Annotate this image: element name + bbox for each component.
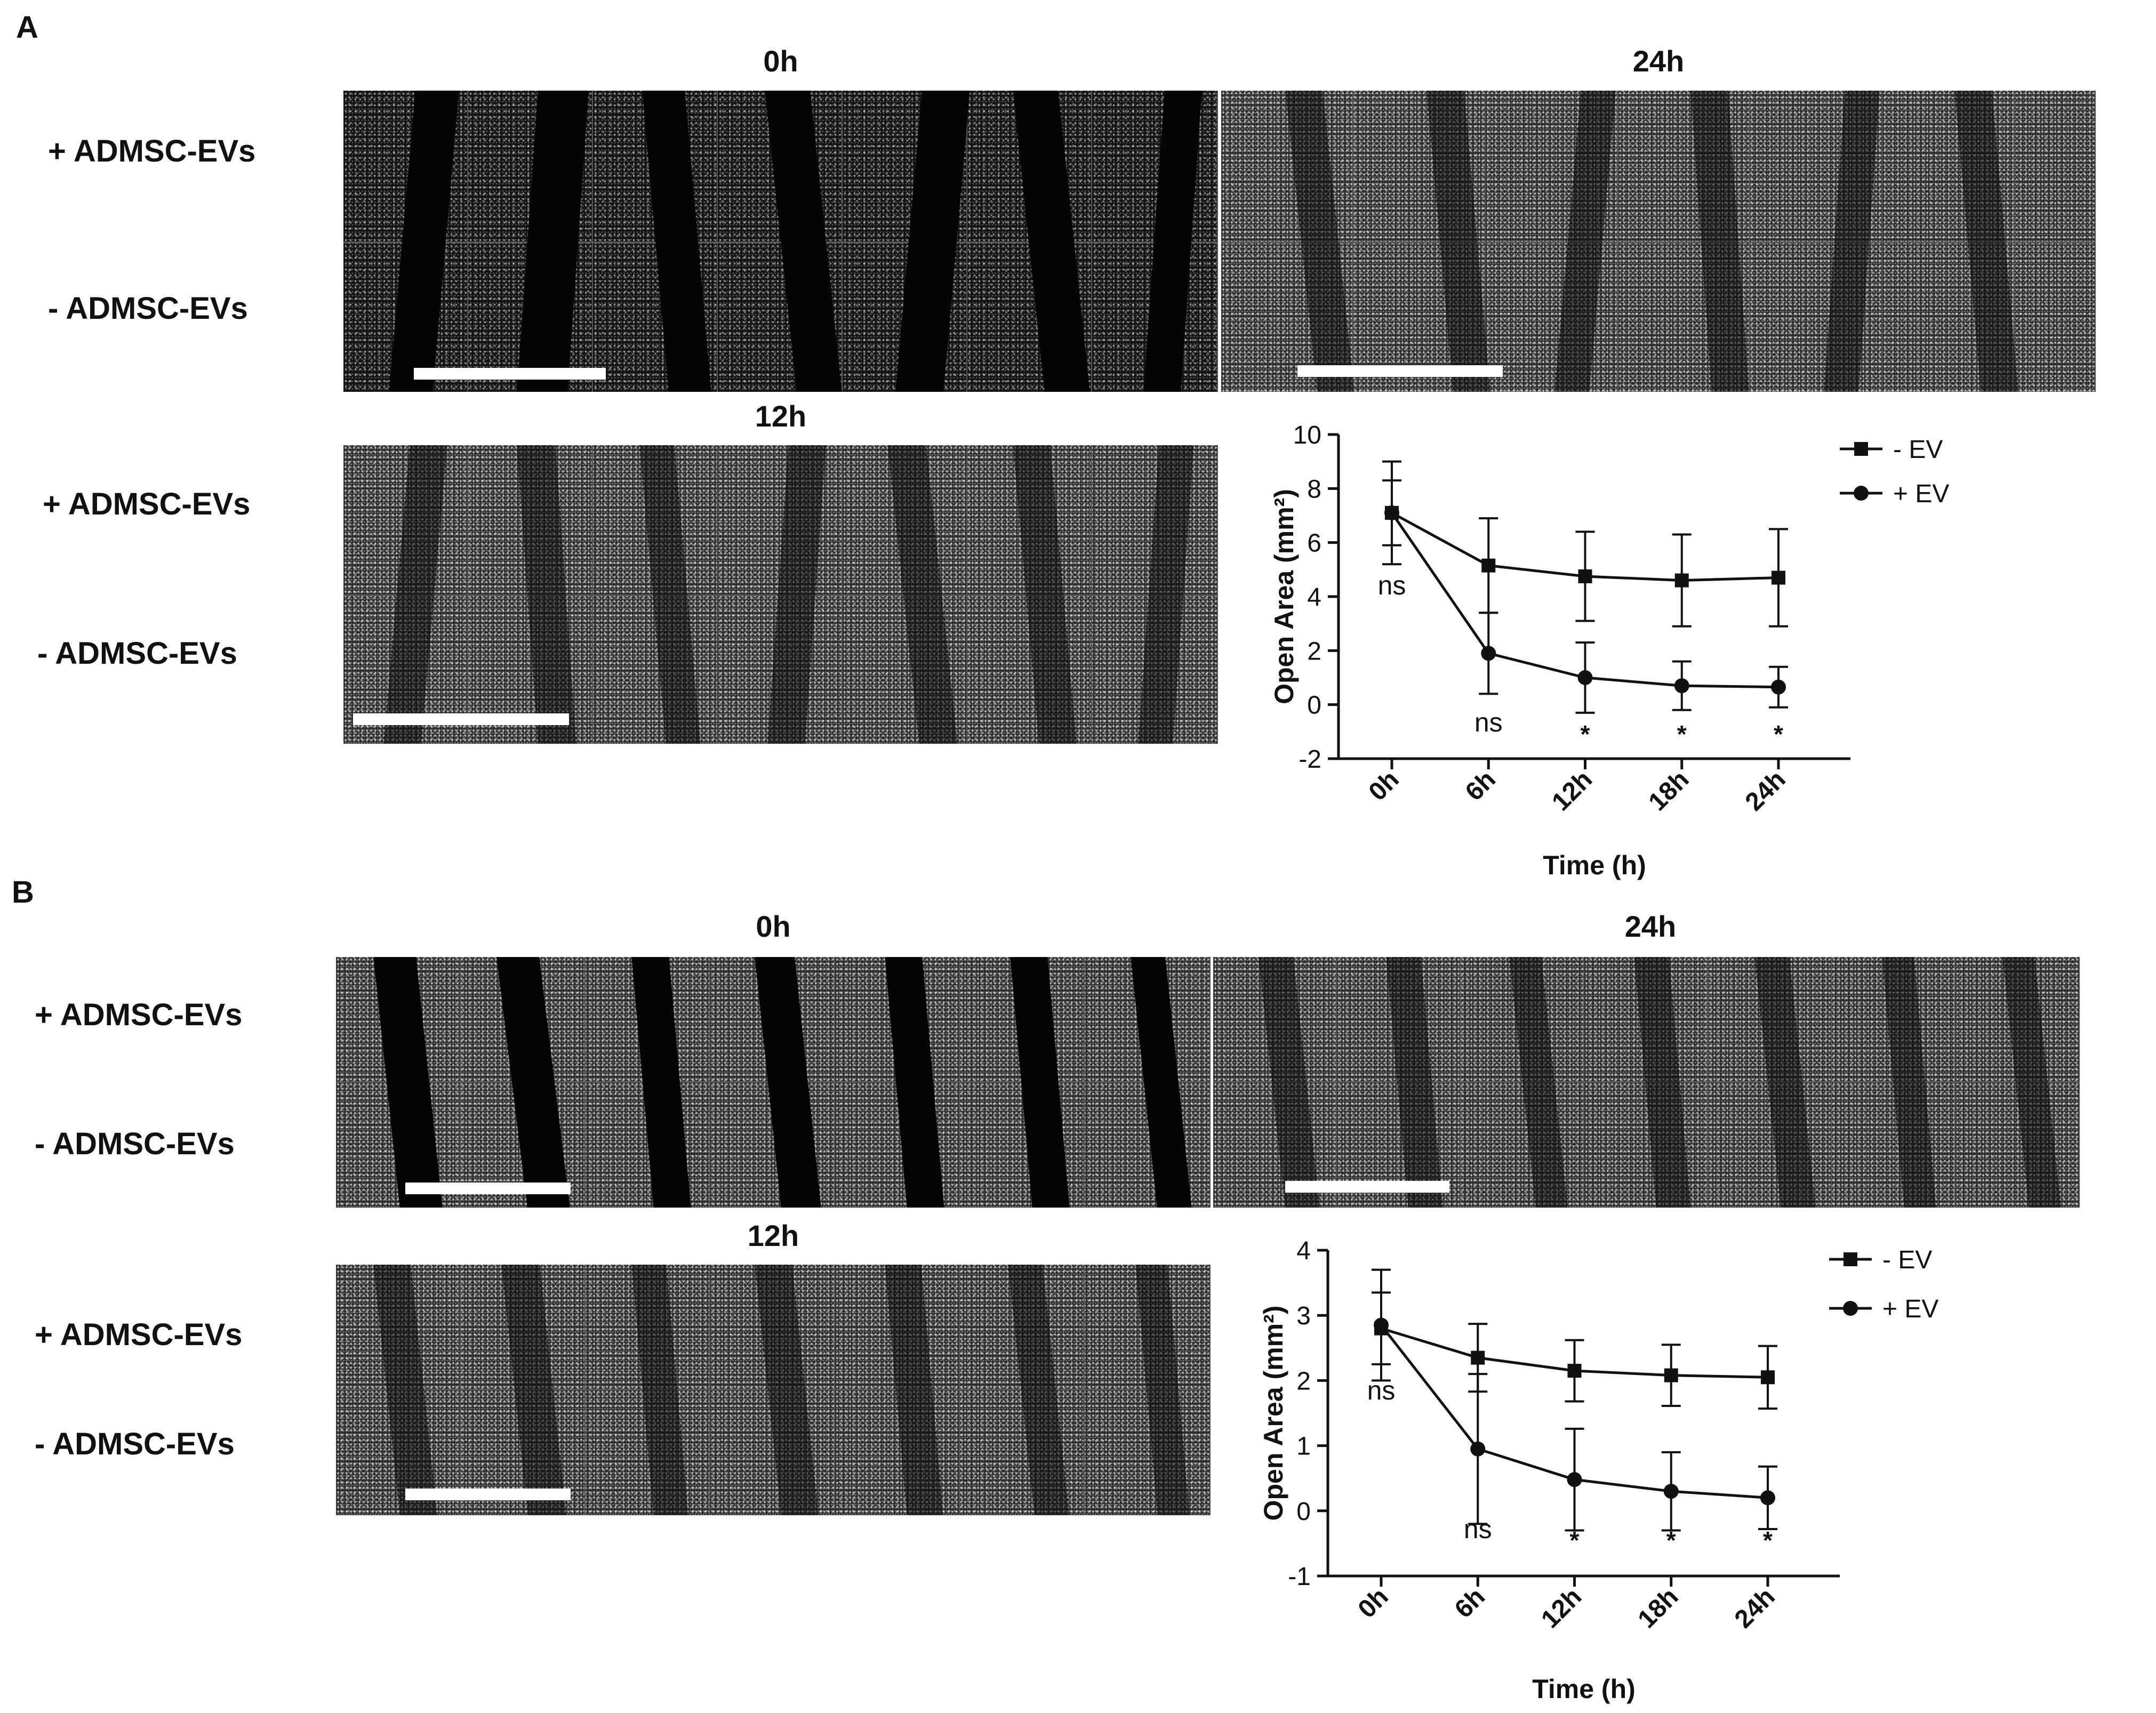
y-tick-label: 4 [1307,583,1321,612]
time-label-b-12h: 12h [747,1219,799,1252]
significance-label: * [1677,720,1687,748]
row-label-a-plus-0: + ADMSC-EVs [48,134,256,168]
legend-label: - EV [1893,436,1943,464]
data-point [1567,1472,1582,1487]
x-tick-label: 24h [1729,1582,1781,1634]
significance-label: * [1570,1526,1580,1554]
significance-label: ns [1474,707,1503,737]
x-tick-label: 18h [1633,1582,1684,1634]
micrograph-b-12h [336,1265,1211,1515]
y-tick-label: -2 [1299,745,1321,774]
time-label-b-24h: 24h [1624,910,1677,943]
x-axis-label: Time (h) [1532,1674,1636,1704]
x-tick-label: 0h [1364,765,1405,806]
scale-bar [414,368,606,380]
x-tick-label: 18h [1644,765,1695,816]
scale-bar [405,1489,571,1500]
x-tick-label: 0h [1353,1582,1394,1623]
legend-marker [1854,442,1868,456]
significance-label: ns [1378,570,1406,600]
data-point [1577,670,1593,685]
data-point [1481,558,1496,573]
significance-label: * [1763,1526,1773,1554]
scale-bar [353,713,569,725]
panel-letter-a: A [16,10,38,45]
scale-bar [1285,1181,1449,1193]
data-point [1674,678,1689,694]
data-point [1663,1484,1679,1499]
time-label-a-24h: 24h [1632,44,1685,78]
y-tick-label: -1 [1288,1563,1311,1591]
y-tick-label: 1 [1296,1433,1311,1461]
legend-label: - EV [1882,1246,1932,1274]
panel-letter-b: B [12,875,34,910]
row-label-a-plus-12: + ADMSC-EVs [43,487,251,521]
x-tick-label: 12h [1546,765,1598,816]
data-point [1772,570,1785,585]
data-point [1760,1490,1775,1506]
y-axis-label: Open Area (mm²) [1269,489,1299,704]
x-tick-label: 6h [1449,1582,1490,1623]
y-tick-label: 0 [1296,1498,1311,1526]
y-tick-label: 2 [1307,637,1321,665]
legend-marker [1854,486,1869,501]
x-axis-label: Time (h) [1543,850,1646,880]
data-point [1481,646,1496,661]
y-tick-label: 6 [1307,529,1321,558]
scale-bar [405,1183,571,1194]
significance-label: * [1581,720,1590,748]
y-tick-label: 8 [1307,475,1321,503]
data-point [1771,679,1786,695]
data-point [1374,1317,1389,1333]
micrograph-a-0h [343,91,1218,392]
data-point [1674,573,1689,588]
significance-label: ns [1464,1514,1492,1544]
x-tick-label: 24h [1740,765,1791,816]
y-tick-label: 3 [1296,1302,1311,1330]
data-point [1470,1441,1486,1457]
data-point [1578,569,1592,583]
data-point [1761,1370,1775,1385]
x-tick-label: 12h [1536,1582,1587,1634]
row-label-a-minus-12: - ADMSC-EVs [37,636,237,671]
micrograph-a-12h [343,445,1218,744]
significance-label: * [1666,1526,1676,1554]
row-label-b-plus-0: + ADMSC-EVs [35,998,243,1032]
legend-label: + EV [1893,480,1949,508]
legend-label: + EV [1882,1295,1938,1323]
data-point [1384,505,1399,520]
y-axis-label: Open Area (mm²) [1259,1306,1288,1521]
micrograph-b-0h [336,957,1211,1208]
data-point [1664,1368,1678,1382]
micrograph-a-24h [1221,91,2096,392]
micrograph-b-24h [1213,957,2080,1208]
legend-marker [1843,1301,1858,1316]
significance-label: ns [1367,1376,1396,1405]
data-point [1471,1350,1485,1365]
y-tick-label: 2 [1296,1367,1311,1395]
legend-marker [1844,1252,1857,1266]
row-label-b-minus-12: - ADMSC-EVs [35,1427,235,1461]
y-tick-label: 10 [1293,421,1321,449]
row-label-b-plus-12: + ADMSC-EVs [35,1317,243,1352]
chart-b-open-area: -1 0 1 2 3 4 0h 6h 12h 18h 24h Time (h) Open Area (m… [1259,1237,1938,1704]
time-label-b-0h: 0h [756,910,791,943]
data-point [1567,1364,1582,1378]
row-label-a-minus-0: - ADMSC-EVs [48,291,248,326]
scale-bar [1297,365,1503,377]
significance-label: * [1774,720,1783,748]
time-label-a-0h: 0h [763,44,798,78]
chart-a-open-area: -2 0 2 4 6 8 10 0h 6h 12h 18h 24h Time (h) Open Area … [1269,421,1949,880]
row-label-b-minus-0: - ADMSC-EVs [35,1127,235,1161]
y-tick-label: 4 [1296,1237,1311,1265]
x-tick-label: 6h [1460,765,1501,806]
y-tick-label: 0 [1307,691,1321,720]
time-label-a-12h: 12h [755,399,807,433]
